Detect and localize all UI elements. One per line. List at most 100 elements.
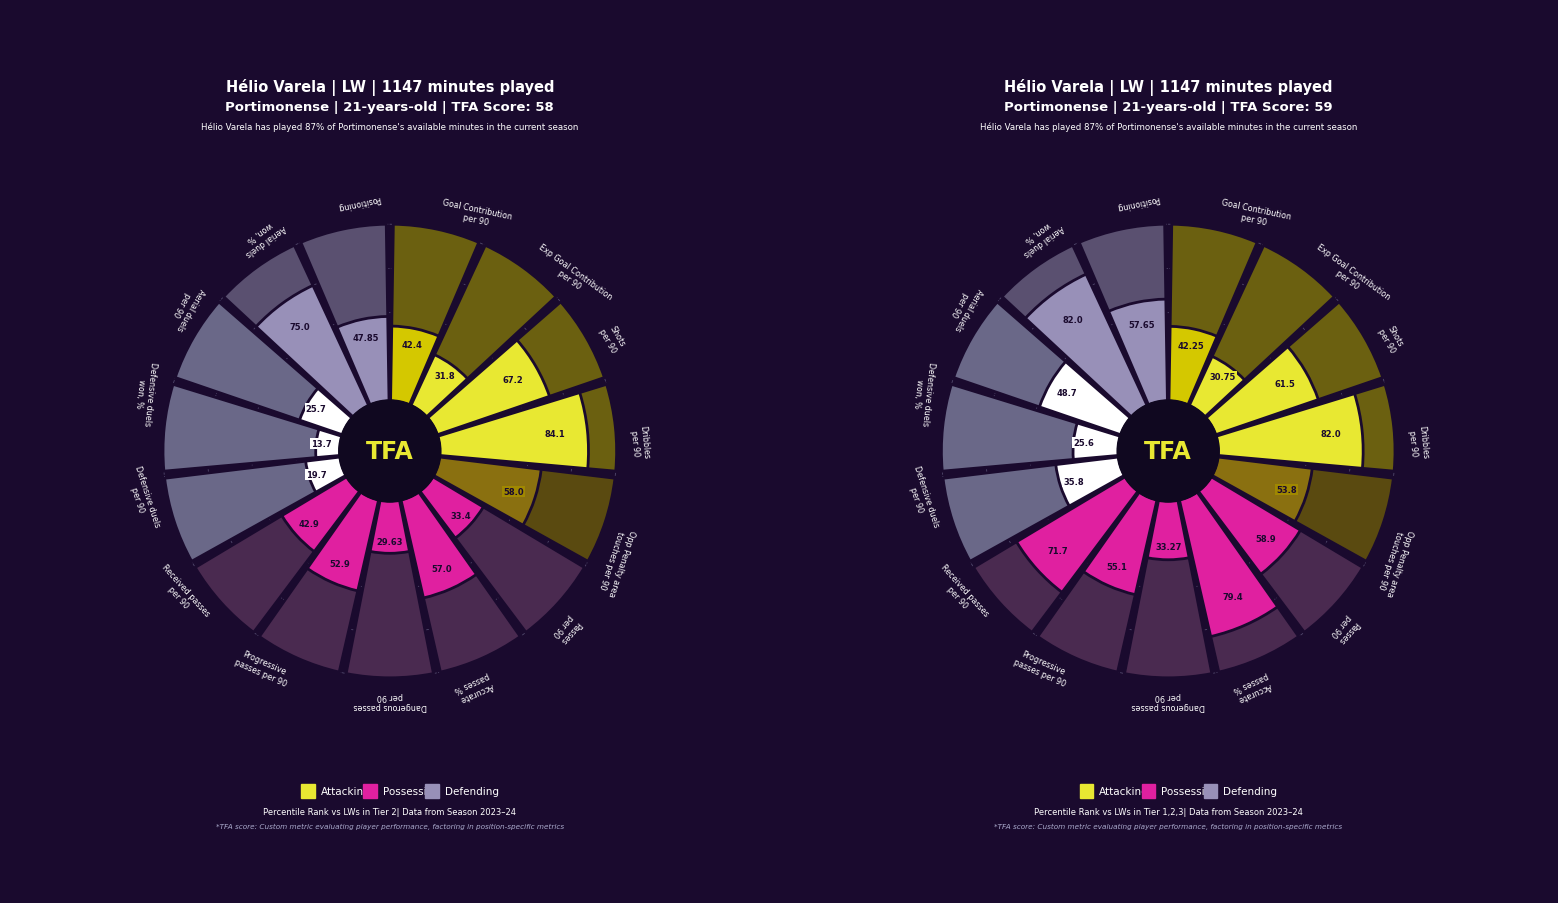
Text: Defending: Defending bbox=[1223, 787, 1278, 796]
Text: 58.9: 58.9 bbox=[1256, 535, 1276, 544]
Text: *TFA score: Custom metric evaluating player performance, factoring in position-s: *TFA score: Custom metric evaluating pla… bbox=[994, 823, 1343, 829]
Wedge shape bbox=[1168, 327, 1217, 405]
Wedge shape bbox=[941, 385, 1120, 471]
Text: Aerial duels
won, %: Aerial duels won, % bbox=[1016, 214, 1066, 257]
Wedge shape bbox=[953, 303, 1131, 435]
Wedge shape bbox=[1198, 477, 1363, 633]
Text: 30.75: 30.75 bbox=[1209, 372, 1235, 381]
Wedge shape bbox=[1212, 458, 1393, 562]
Wedge shape bbox=[1073, 424, 1120, 460]
Bar bbox=[363, 785, 377, 798]
Text: Received passes
per 90: Received passes per 90 bbox=[932, 563, 989, 625]
Wedge shape bbox=[1125, 500, 1212, 678]
Wedge shape bbox=[427, 340, 550, 435]
Text: Shots
per 90: Shots per 90 bbox=[597, 322, 628, 354]
Text: 25.6: 25.6 bbox=[1073, 438, 1094, 447]
Text: 57.65: 57.65 bbox=[1128, 321, 1154, 330]
Wedge shape bbox=[195, 477, 360, 633]
Wedge shape bbox=[174, 303, 352, 435]
Wedge shape bbox=[400, 492, 477, 599]
Text: 35.8: 35.8 bbox=[1064, 478, 1084, 487]
Wedge shape bbox=[165, 458, 346, 562]
Text: Hélio Varela | LW | 1147 minutes played: Hélio Varela | LW | 1147 minutes played bbox=[226, 79, 555, 96]
Wedge shape bbox=[1039, 362, 1131, 435]
Text: 13.7: 13.7 bbox=[312, 440, 332, 449]
Text: Exp Goal Contribution
per 90: Exp Goal Contribution per 90 bbox=[531, 242, 614, 310]
Text: 75.0: 75.0 bbox=[290, 323, 310, 332]
Wedge shape bbox=[1206, 348, 1318, 435]
Text: 67.2: 67.2 bbox=[503, 376, 523, 385]
Text: Received passes
per 90: Received passes per 90 bbox=[153, 563, 212, 625]
Text: 19.7: 19.7 bbox=[307, 470, 327, 479]
Wedge shape bbox=[316, 430, 343, 458]
Text: 31.8: 31.8 bbox=[435, 371, 455, 380]
Text: 57.0: 57.0 bbox=[432, 564, 452, 573]
Wedge shape bbox=[1025, 275, 1147, 417]
Text: *TFA score: Custom metric evaluating player performance, factoring in position-s: *TFA score: Custom metric evaluating pla… bbox=[215, 823, 564, 829]
Bar bbox=[301, 785, 315, 798]
Wedge shape bbox=[305, 458, 346, 493]
Wedge shape bbox=[1179, 492, 1278, 637]
Text: 58.0: 58.0 bbox=[503, 487, 523, 496]
Text: Progressive
passes per 90: Progressive passes per 90 bbox=[1011, 647, 1070, 688]
Text: TFA: TFA bbox=[366, 440, 414, 463]
Wedge shape bbox=[1206, 303, 1384, 435]
Text: Percentile Rank vs LWs in Tier 2| Data from Season 2023–24: Percentile Rank vs LWs in Tier 2| Data f… bbox=[263, 807, 516, 816]
Wedge shape bbox=[1038, 492, 1158, 673]
Wedge shape bbox=[1189, 357, 1245, 417]
Text: Goal Contribution
per 90: Goal Contribution per 90 bbox=[439, 199, 513, 232]
Text: Passes
per 90: Passes per 90 bbox=[1329, 611, 1360, 645]
Wedge shape bbox=[1215, 385, 1394, 471]
Text: 52.9: 52.9 bbox=[329, 559, 351, 568]
Wedge shape bbox=[1198, 477, 1301, 574]
Text: 79.4: 79.4 bbox=[1223, 592, 1243, 601]
Text: 29.63: 29.63 bbox=[377, 537, 404, 546]
Text: Progressive
passes per 90: Progressive passes per 90 bbox=[234, 647, 293, 688]
Circle shape bbox=[1117, 401, 1220, 502]
Wedge shape bbox=[1080, 225, 1167, 405]
Wedge shape bbox=[259, 492, 379, 673]
Text: Defensive duels
won, %: Defensive duels won, % bbox=[910, 360, 936, 426]
Text: Dangerous passes
per 90: Dangerous passes per 90 bbox=[354, 691, 427, 711]
Text: Percentile Rank vs LWs in Tier 1,2,3| Data from Season 2023–24: Percentile Rank vs LWs in Tier 1,2,3| Da… bbox=[1035, 807, 1302, 816]
Wedge shape bbox=[411, 246, 556, 417]
Text: TFA: TFA bbox=[1144, 440, 1192, 463]
Wedge shape bbox=[301, 225, 390, 405]
Wedge shape bbox=[307, 492, 379, 591]
Text: Aerial duels
per 90: Aerial duels per 90 bbox=[944, 281, 985, 331]
Wedge shape bbox=[1016, 477, 1139, 592]
Wedge shape bbox=[943, 458, 1125, 562]
Text: Dangerous passes
per 90: Dangerous passes per 90 bbox=[1131, 691, 1204, 711]
Wedge shape bbox=[1179, 492, 1299, 673]
Text: Possession: Possession bbox=[383, 787, 439, 796]
Wedge shape bbox=[371, 500, 410, 554]
Text: 33.4: 33.4 bbox=[450, 511, 472, 520]
Wedge shape bbox=[1215, 395, 1363, 469]
Bar bbox=[1204, 785, 1217, 798]
Wedge shape bbox=[433, 458, 541, 526]
Wedge shape bbox=[411, 355, 467, 417]
Text: 82.0: 82.0 bbox=[1320, 430, 1341, 439]
Text: 42.9: 42.9 bbox=[299, 520, 319, 529]
Text: Aerial duels
per 90: Aerial duels per 90 bbox=[165, 281, 206, 331]
Text: Positioning: Positioning bbox=[1116, 194, 1161, 212]
Text: 71.7: 71.7 bbox=[1047, 546, 1067, 555]
Text: Accurate
passes %: Accurate passes % bbox=[1231, 670, 1273, 703]
Text: 33.27: 33.27 bbox=[1154, 543, 1181, 552]
Wedge shape bbox=[224, 246, 369, 417]
Wedge shape bbox=[1002, 246, 1147, 417]
Text: Dribbles
per 90: Dribbles per 90 bbox=[628, 424, 651, 460]
Text: Passes
per 90: Passes per 90 bbox=[550, 611, 583, 645]
Text: Dribbles
per 90: Dribbles per 90 bbox=[1407, 424, 1429, 460]
Wedge shape bbox=[419, 477, 483, 538]
Text: 48.7: 48.7 bbox=[1056, 388, 1077, 397]
Wedge shape bbox=[391, 327, 439, 405]
Text: Defensive duels
won, %: Defensive duels won, % bbox=[132, 360, 157, 426]
Wedge shape bbox=[299, 389, 352, 435]
Wedge shape bbox=[1147, 500, 1189, 560]
Text: 47.85: 47.85 bbox=[352, 334, 379, 343]
Text: 25.7: 25.7 bbox=[305, 405, 326, 414]
Wedge shape bbox=[1109, 300, 1167, 405]
Text: Opp Penalty area
touches per 90: Opp Penalty area touches per 90 bbox=[597, 526, 636, 598]
Wedge shape bbox=[282, 477, 360, 552]
